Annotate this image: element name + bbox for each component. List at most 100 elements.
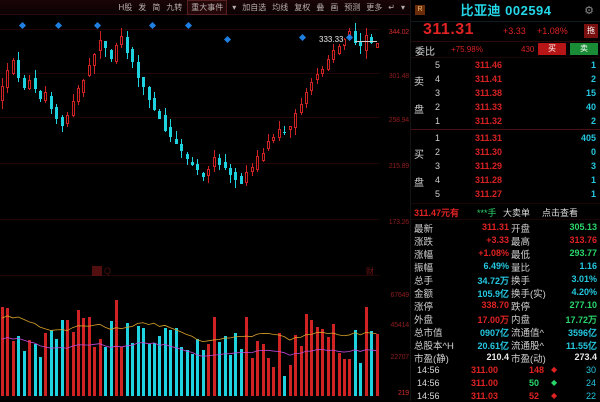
symbol-title[interactable]: 比亚迪 002594 [411,0,600,21]
buy-level-row[interactable]: 1 311.31 405 [411,131,600,145]
toolbar-item-0[interactable]: H股 [118,2,133,12]
toolbar-item-6[interactable]: 加自选 [242,2,267,12]
tick-time: 14:56 [417,391,440,401]
watermark-logo [92,266,102,276]
candlestick [71,15,75,220]
stat-row: 总股本^H 20.61亿 流通股^ 11.55亿 [411,337,600,352]
volume-bar [158,335,162,396]
candlestick [158,15,162,220]
sell-level-row[interactable]: 盘 2 311.33 40 [411,100,600,116]
sell-level-row[interactable]: 卖 4 311.41 2 [411,72,600,88]
sell-level-qty: 40 [585,102,596,112]
candlestick [267,15,270,220]
volume-axis: 67649 45414 22707 219 [380,278,410,401]
sell-button[interactable]: 卖 [570,43,598,55]
tick-count: 24 [585,378,596,388]
tick-row[interactable]: 14:56 311.00 148 ◆ 30 [411,363,600,376]
volume-bar [60,320,64,396]
sell-level-index: 5 [435,60,441,70]
chart-toolbar[interactable]: H股发简九转 重大事件 ▾ 加自选 均线 复权叠画预测 更多 ↵ ▾ [0,0,410,15]
big-order-type: 大卖单 [503,208,531,218]
candlestick [288,15,292,220]
toolbar-item-4[interactable]: 重大事件 [187,0,228,15]
volume-bar [283,376,287,396]
sell-level-row[interactable]: 3 311.38 15 [411,86,600,100]
stat-row: 涨停 338.70 跌停 277.10 [411,298,600,313]
price-axis-label-0: 344.02 [388,29,409,36]
big-order-price: 311.47元有 [414,208,460,218]
toolbar-item-2[interactable]: 简 [152,2,161,12]
toolbar-item-5[interactable]: ▾ [232,2,237,12]
candlestick [153,15,156,220]
gridline [0,29,380,30]
sell-level-price: 311.38 [475,88,503,98]
candlestick [169,15,173,220]
tick-row[interactable]: 14:56 311.03 52 ◆ 22 [411,389,600,402]
volume-bar [131,343,135,396]
volume-chart[interactable] [0,278,380,396]
stat-row: 最新 311.31 开盘 305.13 [411,220,600,235]
stat-label-left: 总股本^H [414,341,454,352]
volume-bar [267,357,270,396]
candlestick [28,15,32,220]
tick-row[interactable]: 14:56 311.00 50 ◆ 24 [411,376,600,389]
stat-row: 振幅 6.49% 量比 1.16 [411,259,600,274]
stat-label-left: 振幅 [414,263,434,274]
symbol-code: 002594 [505,3,552,18]
candlestick [163,15,167,220]
price-axis-label-1: 301.48 [388,73,409,80]
stat-value-left: 6.49% [483,261,509,271]
toolbar-item-8[interactable]: 复权 [294,2,311,12]
volume-bar [87,317,91,396]
indicator-chart[interactable] [0,222,380,276]
volume-bar [163,327,167,396]
toolbar-item-13[interactable]: ↵ [388,2,395,12]
sell-side-label: 卖 [414,77,424,88]
drag-handle[interactable]: 拖 [584,24,598,38]
candlestick [55,15,59,220]
toolbar-item-7[interactable]: 均线 [272,2,289,12]
toolbar-item-10[interactable]: 画 [330,2,339,12]
toolbar-item-3[interactable]: 九转 [166,2,183,12]
volume-bar [55,338,59,396]
price-chart[interactable] [0,15,380,220]
weibi-value: +75.98% [451,45,483,54]
buy-level-row[interactable]: 5 311.27 1 [411,187,600,201]
sell-level-row[interactable]: 1 311.32 2 [411,114,600,128]
candlestick [142,15,146,220]
buy-button[interactable]: 买 [538,43,566,55]
tick-log[interactable]: 14:56 311.00 148 ◆ 30 14:56 311.00 50 ◆ 24 14:56 31… [411,363,600,402]
big-order-action[interactable]: 点击查看 [542,208,579,218]
gear-icon[interactable]: ⚙ [584,5,594,17]
buy-level-row[interactable]: 3 311.29 3 [411,159,600,173]
candlestick [82,15,86,220]
candlestick [294,15,298,220]
volume-axis-label-3: 219 [397,390,409,397]
buy-level-index: 2 [435,147,441,157]
price-change-pct: +1.08% [537,26,568,36]
toolbar-item-14[interactable]: ▾ [400,2,405,12]
volume-bar [207,344,211,396]
gridline [0,117,380,118]
buy-level-row[interactable]: 买 2 311.30 0 [411,145,600,161]
sell-level-row[interactable]: 5 311.46 1 [411,58,600,72]
stat-value-left: 0907亿 [479,328,509,338]
toolbar-item-11[interactable]: 预测 [344,2,361,12]
stat-value-right: 313.76 [569,235,597,245]
candlestick [17,15,21,220]
volume-bar [261,343,265,396]
toolbar-item-1[interactable]: 发 [138,2,147,12]
event-marker-7[interactable] [345,33,354,42]
stat-label-right: 流通股^ [511,341,544,352]
candlestick [191,15,194,220]
buy-level-qty: 0 [590,147,596,157]
candlestick [321,15,325,220]
tick-time: 14:56 [417,365,440,375]
sell-level-price: 311.41 [475,74,503,84]
stat-label-right: 内盘 [511,315,531,326]
big-order-banner[interactable]: 311.47元有 ***手 大卖单 点击查看 [411,203,600,220]
buy-level-row[interactable]: 盘 4 311.28 1 [411,173,600,189]
toolbar-item-9[interactable]: 叠 [316,2,325,12]
weibi-row: 委比 +75.98% 430 买 卖 [411,42,600,58]
toolbar-item-12[interactable]: 更多 [366,2,383,12]
